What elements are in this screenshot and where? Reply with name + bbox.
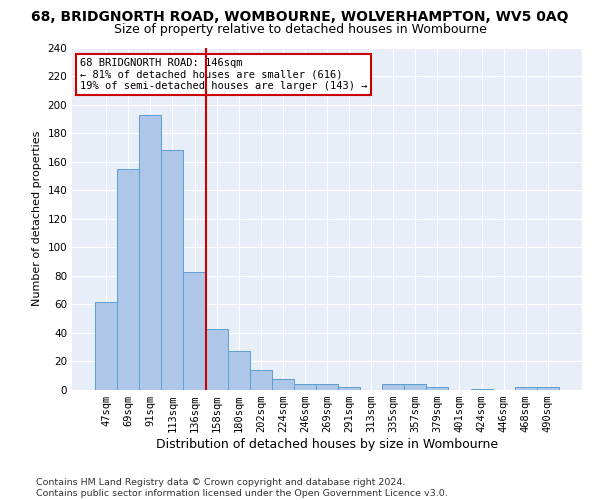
Bar bbox=[316, 384, 338, 390]
Bar bbox=[427, 387, 448, 390]
Bar bbox=[294, 384, 316, 390]
Bar bbox=[161, 150, 184, 390]
Bar bbox=[338, 387, 360, 390]
X-axis label: Distribution of detached houses by size in Wombourne: Distribution of detached houses by size … bbox=[156, 438, 498, 451]
Text: 68, BRIDGNORTH ROAD, WOMBOURNE, WOLVERHAMPTON, WV5 0AQ: 68, BRIDGNORTH ROAD, WOMBOURNE, WOLVERHA… bbox=[31, 10, 569, 24]
Y-axis label: Number of detached properties: Number of detached properties bbox=[32, 131, 42, 306]
Text: 68 BRIDGNORTH ROAD: 146sqm
← 81% of detached houses are smaller (616)
19% of sem: 68 BRIDGNORTH ROAD: 146sqm ← 81% of deta… bbox=[80, 58, 367, 91]
Bar bbox=[515, 387, 537, 390]
Bar bbox=[250, 370, 272, 390]
Bar bbox=[537, 387, 559, 390]
Bar bbox=[227, 352, 250, 390]
Bar bbox=[404, 384, 427, 390]
Text: Size of property relative to detached houses in Wombourne: Size of property relative to detached ho… bbox=[113, 22, 487, 36]
Bar bbox=[470, 388, 493, 390]
Bar bbox=[117, 169, 139, 390]
Bar bbox=[382, 384, 404, 390]
Bar bbox=[184, 272, 206, 390]
Bar bbox=[206, 328, 227, 390]
Text: Contains HM Land Registry data © Crown copyright and database right 2024.
Contai: Contains HM Land Registry data © Crown c… bbox=[36, 478, 448, 498]
Bar bbox=[95, 302, 117, 390]
Bar bbox=[272, 378, 294, 390]
Bar bbox=[139, 114, 161, 390]
